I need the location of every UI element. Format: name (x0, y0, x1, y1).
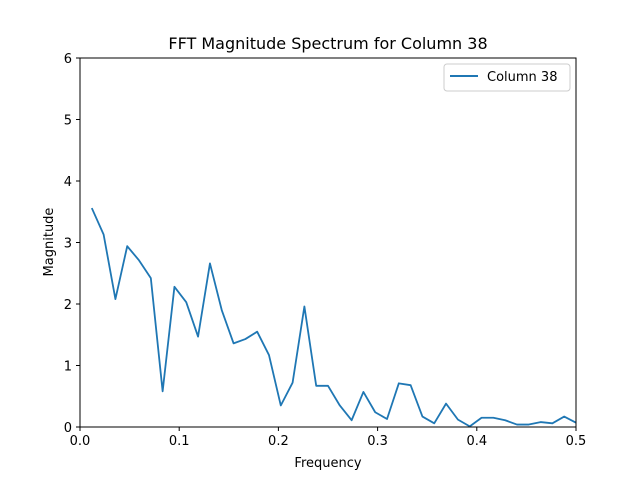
data-point (303, 305, 306, 308)
data-point (256, 330, 259, 333)
data-point (362, 390, 365, 393)
data-point (90, 207, 93, 210)
x-axis-title: Frequency (294, 456, 361, 471)
data-point (539, 421, 542, 424)
x-tick-label: 0.4 (466, 434, 487, 449)
data-point (386, 418, 389, 421)
data-point (315, 384, 318, 387)
legend-label: Column 38 (487, 70, 557, 85)
x-tick-label: 0.0 (70, 434, 91, 449)
data-point (397, 382, 400, 385)
series-line-0 (90, 207, 577, 428)
data-point (456, 418, 459, 421)
data-point (291, 381, 294, 384)
data-point (149, 277, 152, 280)
data-point (173, 285, 176, 288)
data-point (527, 423, 530, 426)
x-tick-label: 0.1 (169, 434, 190, 449)
data-point (244, 338, 247, 341)
data-point (433, 422, 436, 425)
data-point (232, 342, 235, 345)
legend: Column 38 (443, 63, 571, 92)
y-tick-label: 2 (64, 298, 72, 313)
data-point (161, 390, 164, 393)
legend-box (443, 63, 571, 92)
data-point (409, 384, 412, 387)
y-axis-title: Magnitude (42, 208, 57, 277)
y-tick-label: 6 (64, 52, 72, 67)
data-point (138, 259, 141, 262)
plot-frame (79, 57, 577, 428)
data-point (421, 415, 424, 418)
y-tick-label: 0 (64, 421, 72, 436)
data-point (350, 419, 353, 422)
data-point (208, 262, 211, 265)
data-point (267, 354, 270, 357)
data-point (279, 404, 282, 407)
data-point (114, 298, 117, 301)
y-tick-label: 1 (64, 360, 72, 375)
data-point (563, 415, 566, 418)
x-tick-label: 0.3 (367, 434, 388, 449)
x-tick-label: 0.5 (566, 434, 587, 449)
data-point (374, 411, 377, 414)
chart-title: FFT Magnitude Spectrum for Column 38 (168, 34, 487, 53)
data-point (445, 402, 448, 405)
data-point (480, 416, 483, 419)
data-point (102, 233, 105, 236)
y-tick-label: 5 (64, 114, 72, 129)
y-tick-label: 3 (64, 237, 72, 252)
data-point (338, 404, 341, 407)
data-point (197, 335, 200, 338)
y-tick-label: 4 (64, 175, 72, 190)
data-point (185, 301, 188, 304)
data-point (515, 423, 518, 426)
data-point (504, 419, 507, 422)
data-point (220, 309, 223, 312)
x-tick-label: 0.2 (268, 434, 289, 449)
data-point (327, 384, 330, 387)
data-point (551, 422, 554, 425)
data-point (492, 416, 495, 419)
data-point (126, 245, 129, 248)
